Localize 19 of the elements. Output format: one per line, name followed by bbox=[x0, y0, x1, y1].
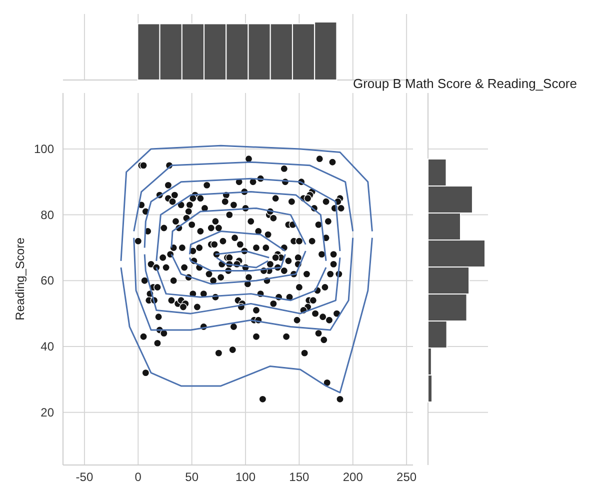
x-tick-label: 100 bbox=[236, 470, 256, 484]
y-tick-label: 100 bbox=[34, 142, 54, 156]
line-series bbox=[156, 191, 327, 262]
x-tick-label: 50 bbox=[185, 470, 199, 484]
y-tick-label: 20 bbox=[40, 405, 54, 420]
y-tick-label: 80 bbox=[40, 208, 54, 222]
x-tick-label: 0 bbox=[134, 470, 142, 484]
x-tick-label: 250 bbox=[396, 470, 417, 484]
text: Group B Math Score & Reading_Score bbox=[352, 76, 577, 91]
y-tick-label: 40 bbox=[40, 339, 54, 354]
x-tick-label: 200 bbox=[342, 470, 364, 484]
x-tick-label: -50 bbox=[76, 470, 94, 484]
y-axis-title: Reading_Score bbox=[13, 237, 27, 320]
line-series bbox=[120, 237, 373, 394]
line-series bbox=[133, 237, 354, 331]
line-series bbox=[144, 254, 341, 314]
x-tick-label: 150 bbox=[289, 470, 310, 484]
y-tick-label: 60 bbox=[40, 274, 54, 288]
line-series bbox=[120, 144, 373, 262]
